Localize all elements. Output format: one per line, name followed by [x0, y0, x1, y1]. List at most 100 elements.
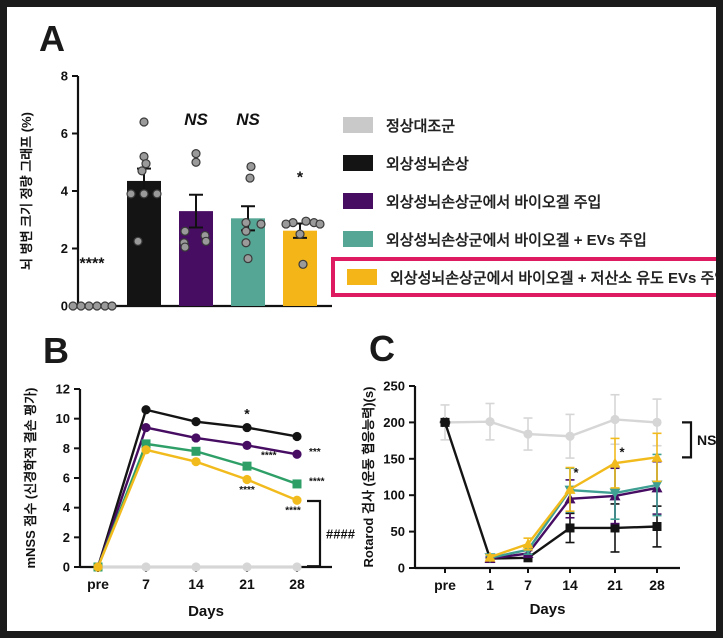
y-tick-label: 10 [56, 411, 70, 426]
y-axis-label: Rotarod 검사 (운동 협응능력)(s) [361, 387, 376, 568]
scatter-dot [126, 189, 136, 199]
scatter-dot [295, 229, 305, 239]
scatter-dot [139, 117, 149, 127]
y-tick-label: 0 [398, 561, 405, 576]
data-marker [242, 440, 252, 450]
scatter-dot [246, 161, 256, 172]
scatter-dot [191, 157, 201, 167]
x-tick-label: 1 [486, 577, 494, 593]
y-tick-label: 0 [63, 560, 70, 575]
y-tick-label: 8 [61, 69, 68, 84]
legend-item-4: 외상성뇌손상군에서 바이오겔 + 저산소 유도 EVs 주입 [331, 257, 723, 297]
significance-label: * [573, 465, 579, 480]
data-marker [652, 522, 662, 532]
scatter-dot [107, 301, 117, 311]
panel-a-chart: 0 2 4 6 8 뇌 병변 크기 정량 그래프 (%) **** NS NS * [19, 69, 332, 314]
significance-label: NS [236, 110, 260, 129]
scatter-dot [281, 219, 291, 229]
data-marker [141, 445, 151, 455]
scatter-dot [76, 301, 86, 311]
x-tick-label: 21 [239, 576, 255, 592]
data-marker [242, 562, 252, 572]
legend-label: 외상성뇌손상군에서 바이오겔 + 저산소 유도 EVs 주입 [390, 269, 723, 287]
x-tick-label: 14 [562, 577, 578, 593]
data-marker [610, 414, 620, 425]
data-marker [609, 457, 621, 468]
data-marker [564, 483, 576, 494]
scatter-dot [139, 189, 149, 199]
data-marker [191, 562, 201, 572]
bar [127, 180, 161, 306]
panel-b-chart: 0 2 4 6 8 10 12 mNSS 점수 (신경학적 결손 평가) pre 7 14 21 28 D… [23, 382, 356, 621]
series-line [489, 483, 658, 559]
data-marker [484, 551, 496, 562]
legend-swatch-icon [347, 269, 377, 285]
panel-a-letter: A [39, 18, 65, 59]
y-tick-label: 250 [383, 379, 405, 394]
panel-c-letter: C [369, 328, 395, 369]
y-tick-label: 0 [61, 299, 68, 314]
legend-label: 외상성뇌손상 [386, 155, 469, 173]
significance-label: **** [261, 451, 277, 462]
data-marker [141, 405, 151, 415]
data-marker [242, 474, 252, 485]
data-marker [565, 431, 575, 441]
series-line [443, 422, 658, 560]
x-axis-label: Days [188, 603, 224, 620]
scatter-dot [315, 219, 325, 229]
x-tick-label: 7 [142, 576, 150, 592]
scatter-dot [180, 242, 190, 252]
y-tick-label: 8 [63, 441, 70, 456]
data-marker [292, 431, 302, 442]
series-line [444, 418, 658, 438]
scatter-dot [245, 173, 255, 183]
stat-bracket [307, 499, 322, 568]
legend-label: 외상성뇌손상군에서 바이오겔 + EVs 주입 [386, 231, 647, 249]
significance-label: * [244, 406, 250, 422]
y-tick-label: 2 [63, 530, 70, 545]
x-tick-label: pre [434, 577, 456, 593]
panel-b-letter: B [43, 330, 69, 371]
significance-label: **** [239, 485, 255, 496]
significance-label: *** [309, 447, 321, 458]
significance-label: * [619, 445, 625, 460]
y-axis-label: 뇌 병변 크기 정량 그래프 (%) [19, 112, 34, 270]
data-marker [485, 417, 495, 427]
y-tick-label: 4 [61, 184, 69, 199]
bracket-label: NS [697, 432, 716, 448]
data-marker [191, 417, 201, 427]
legend-item-1: 외상성뇌손상 [343, 155, 716, 173]
legend-swatch-icon [343, 193, 373, 209]
scatter-dot [256, 219, 266, 229]
scatter-dot [191, 149, 201, 159]
y-tick-label: 4 [63, 500, 71, 515]
significance-label: NS [184, 110, 208, 129]
y-tick-label: 100 [383, 488, 405, 503]
data-marker [522, 538, 534, 549]
data-marker [191, 433, 201, 443]
significance-label: **** [80, 256, 106, 273]
data-marker [242, 461, 252, 471]
legend-label: 외상성뇌손상군에서 바이오겔 주입 [386, 193, 602, 211]
legend-swatch-icon [343, 231, 373, 247]
data-marker [523, 429, 533, 439]
y-tick-label: 6 [61, 126, 68, 141]
scatter-dot [301, 216, 311, 226]
legend-swatch-icon [343, 117, 373, 133]
data-marker [141, 439, 151, 449]
data-marker [191, 446, 201, 456]
x-tick-label: 14 [188, 576, 204, 592]
legend: 정상대조군 외상성뇌손상 외상성뇌손상군에서 바이오겔 주입 외상성뇌손상군에서 바이… [331, 117, 716, 319]
scatter-dot [201, 236, 211, 246]
scatter-dot [68, 301, 78, 311]
y-tick-label: 12 [56, 382, 70, 397]
data-marker [651, 451, 663, 462]
y-axis-label: mNSS 점수 (신경학적 결손 평가) [23, 388, 38, 569]
scatter-dot [241, 238, 251, 248]
data-marker [609, 488, 621, 499]
data-marker [141, 562, 151, 572]
stat-bracket [682, 421, 693, 459]
legend-item-3: 외상성뇌손상군에서 바이오겔 + EVs 주입 [343, 231, 716, 249]
data-marker [292, 495, 302, 505]
